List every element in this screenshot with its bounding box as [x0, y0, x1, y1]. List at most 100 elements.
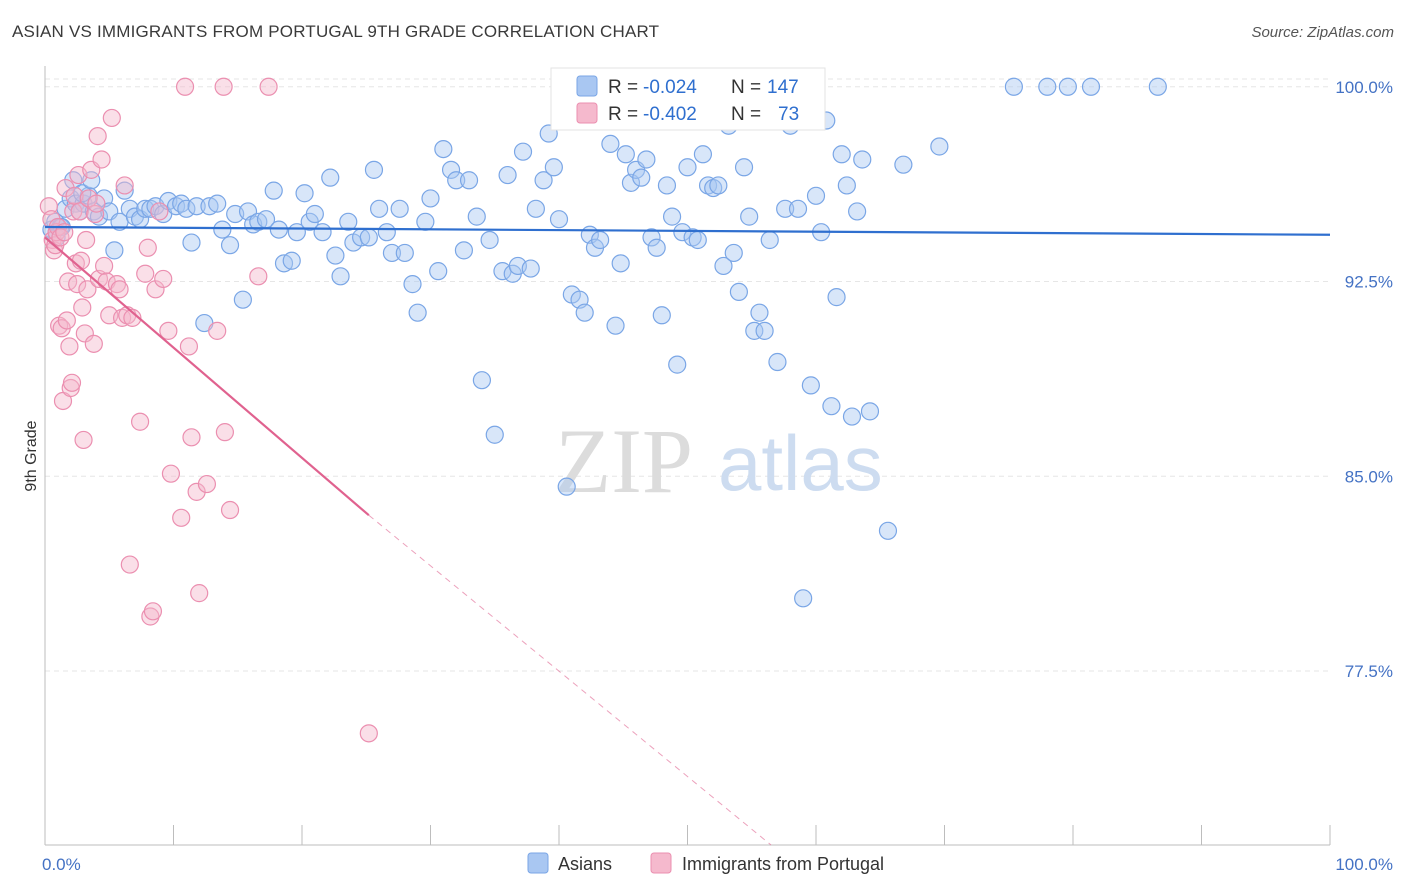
- chart-title: ASIAN VS IMMIGRANTS FROM PORTUGAL 9TH GR…: [12, 22, 660, 41]
- watermark-zip: ZIP: [555, 410, 693, 512]
- point-asians-63: [408, 303, 427, 322]
- point-asians-119: [724, 243, 743, 263]
- point-portugal-51: [141, 607, 160, 626]
- point-portugal-15: [60, 337, 79, 356]
- point-asians-136: [822, 397, 841, 416]
- point-asians-15: [115, 181, 134, 200]
- point-portugal-47: [123, 308, 142, 327]
- point-asians-40: [264, 181, 283, 200]
- point-asians-50: [326, 246, 345, 265]
- point-asians-33: [220, 236, 240, 255]
- y-tick-label-1: 92.5%: [1345, 273, 1393, 292]
- point-asians-71: [459, 171, 479, 190]
- point-asians-77: [498, 165, 517, 185]
- legend-r-label-1: R =: [608, 77, 638, 98]
- point-portugal-28: [77, 230, 96, 250]
- point-asians-70: [454, 241, 474, 260]
- point-asians-111: [683, 228, 702, 247]
- x-tick-labels: 0.0% 100.0%: [42, 855, 1393, 874]
- legend-n-label-1: N =: [731, 77, 761, 98]
- legend-swatch-portugal: [576, 102, 598, 124]
- point-portugal-66: [220, 500, 240, 520]
- legend-n-value-1: 147: [767, 77, 799, 98]
- point-asians-61: [395, 243, 414, 263]
- legend-r-value-2: -0.402: [643, 104, 697, 125]
- point-asians-146: [930, 137, 949, 156]
- point-asians-83: [534, 171, 553, 190]
- point-portugal-62: [190, 584, 209, 603]
- point-asians-138: [832, 145, 851, 164]
- point-asians-67: [434, 139, 453, 159]
- point-asians-57: [370, 199, 389, 218]
- watermark: ZIP atlas: [555, 410, 883, 512]
- point-asians-82: [526, 199, 545, 218]
- point-portugal-69: [175, 77, 195, 96]
- point-asians-137: [827, 288, 846, 307]
- point-asians-45: [295, 184, 314, 203]
- point-asians-35: [233, 290, 252, 309]
- legend-r-value-1: -0.024: [643, 77, 697, 98]
- point-asians-85: [544, 158, 563, 177]
- point-asians-117: [714, 256, 733, 276]
- point-asians-26: [177, 199, 196, 218]
- point-asians-124: [750, 303, 769, 322]
- point-asians-80: [513, 142, 533, 161]
- point-portugal-50: [138, 238, 157, 257]
- point-portugal-25: [73, 298, 92, 317]
- point-asians-133: [806, 186, 826, 205]
- point-portugal-37: [95, 256, 114, 276]
- point-asians-32: [213, 220, 232, 239]
- point-asians-143: [860, 402, 880, 421]
- point-asians-87: [557, 477, 576, 496]
- point-asians-125: [755, 321, 774, 340]
- point-asians-19: [136, 199, 155, 218]
- point-asians-48: [313, 223, 332, 242]
- point-portugal-54: [150, 202, 169, 221]
- point-asians-104: [647, 238, 666, 257]
- point-asians-55: [359, 228, 378, 247]
- point-portugal-72: [88, 127, 107, 146]
- point-asians-75: [485, 425, 504, 444]
- point-asians-140: [842, 407, 862, 426]
- point-asians-101: [632, 168, 651, 187]
- point-asians-142: [853, 150, 872, 169]
- bottom-legend-swatch-asians: [527, 852, 549, 874]
- point-asians-123: [745, 321, 764, 340]
- point-asians-116: [709, 176, 728, 195]
- point-asians-25: [172, 194, 191, 213]
- point-asians-66: [429, 262, 448, 281]
- point-asians-130: [788, 199, 808, 218]
- point-asians-98: [616, 145, 635, 164]
- point-asians-103: [642, 228, 661, 247]
- point-asians-69: [447, 171, 466, 190]
- point-asians-141: [848, 202, 867, 221]
- point-asians-144: [878, 521, 898, 540]
- point-asians-154: [64, 171, 83, 190]
- point-asians-58: [377, 223, 396, 242]
- point-asians-105: [652, 306, 671, 325]
- point-portugal-60: [182, 428, 201, 447]
- point-asians-109: [673, 223, 692, 242]
- point-asians-72: [467, 207, 486, 226]
- point-portugal-27: [75, 324, 94, 343]
- point-portugal-34: [87, 194, 106, 213]
- point-portugal-36: [92, 150, 111, 169]
- point-asians-150: [1081, 77, 1101, 96]
- point-asians-127: [768, 352, 787, 372]
- trend-line-portugal: [44, 236, 370, 517]
- point-asians-62: [403, 275, 422, 294]
- bottom-legend-portugal: Immigrants from Portugal: [682, 854, 884, 874]
- point-asians-49: [321, 168, 340, 187]
- legend-r-label-2: R =: [608, 104, 638, 125]
- point-asians-56: [364, 160, 384, 179]
- point-asians-28: [187, 197, 206, 216]
- x-tick-label-start: 0.0%: [42, 855, 81, 874]
- point-asians-73: [472, 371, 491, 390]
- point-asians-74: [480, 230, 499, 250]
- point-asians-90: [575, 303, 594, 322]
- point-asians-64: [416, 212, 435, 231]
- point-asians-147: [1004, 77, 1023, 96]
- point-portugal-49: [136, 264, 155, 283]
- point-portugal-42: [110, 280, 129, 299]
